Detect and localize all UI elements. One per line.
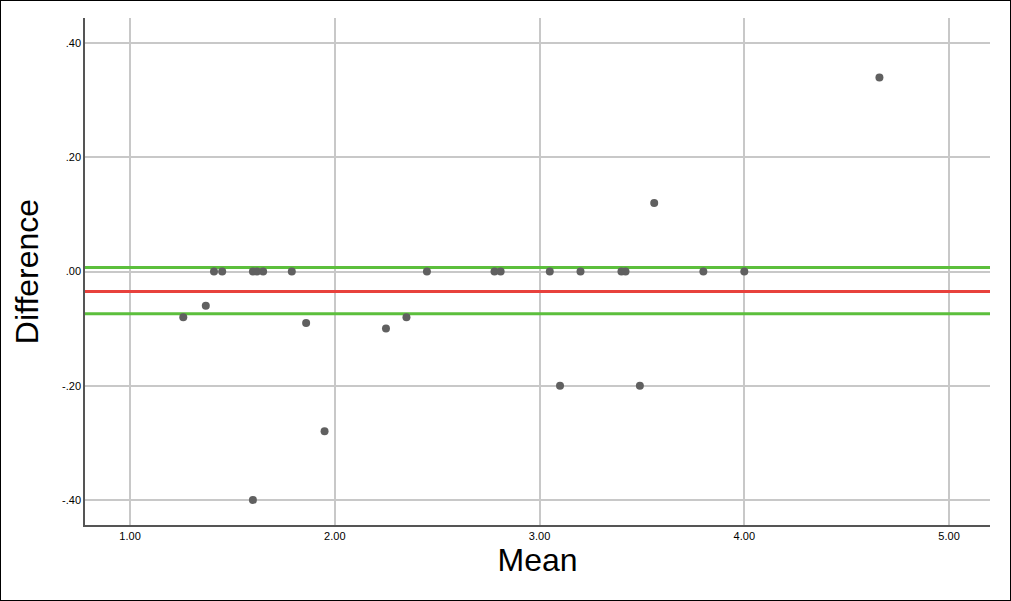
svg-text:Mean: Mean [497, 542, 577, 578]
svg-text:Difference: Difference [9, 199, 45, 344]
svg-text:.00: .00 [66, 265, 81, 277]
svg-text:-.20: -.20 [62, 380, 81, 392]
svg-text:.40: .40 [66, 37, 81, 49]
svg-text:2.00: 2.00 [324, 530, 345, 542]
svg-text:5.00: 5.00 [938, 530, 959, 542]
svg-text:-.40: -.40 [62, 494, 81, 506]
svg-text:3.00: 3.00 [529, 530, 550, 542]
svg-text:.20: .20 [66, 151, 81, 163]
svg-text:1.00: 1.00 [119, 530, 140, 542]
svg-text:4.00: 4.00 [734, 530, 755, 542]
